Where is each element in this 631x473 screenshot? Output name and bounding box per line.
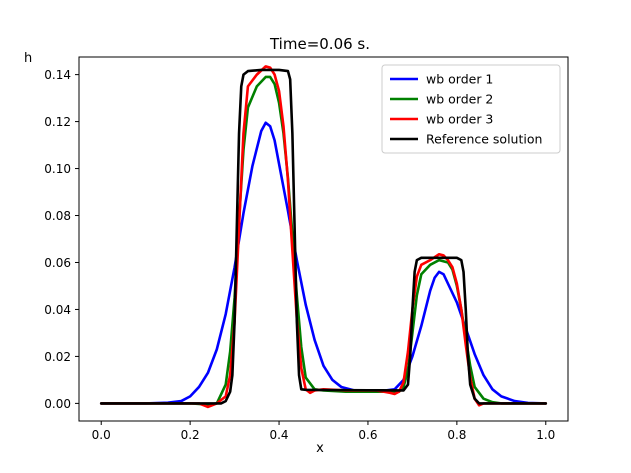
x-tick-label: 0.0: [92, 428, 111, 442]
y-tick-label: 0.10: [44, 162, 71, 176]
series-line-1: [99, 121, 548, 405]
legend-frame: [381, 64, 561, 154]
plot-area: [99, 65, 548, 409]
y-tick-label: 0.02: [44, 350, 71, 364]
legend-label: wb order 3: [426, 112, 493, 127]
x-tick-label: 1.0: [536, 428, 555, 442]
axis-ticks: 0.0 0.2 0.4 0.6 0.8 1.0 0.00 0.02 0.04 0.06 0.08 0.…: [44, 68, 555, 442]
y-tick-label: 0.06: [44, 256, 71, 270]
x-axis-label: x: [316, 441, 324, 456]
plot-frame: [78, 56, 569, 422]
y-tick-label: 0.08: [44, 209, 71, 223]
x-tick-label: 0.4: [269, 428, 288, 442]
legend: wb order 1 wb order 2 wb order 3 Reference …: [381, 64, 561, 154]
legend-label: Reference solution: [426, 132, 542, 147]
x-tick-label: 0.6: [358, 428, 377, 442]
y-axis-label: h: [24, 51, 32, 66]
x-tick-label: 0.2: [181, 428, 200, 442]
legend-label: wb order 1: [426, 72, 493, 87]
y-tick-label: 0.00: [44, 397, 71, 411]
y-tick-label: 0.12: [44, 115, 71, 129]
chart-title: Time=0.06 s.: [269, 35, 370, 53]
legend-label: wb order 2: [426, 92, 493, 107]
x-tick-label: 0.8: [447, 428, 466, 442]
series-line-4: [99, 68, 548, 405]
y-tick-label: 0.04: [44, 303, 71, 317]
y-tick-label: 0.14: [44, 68, 71, 82]
